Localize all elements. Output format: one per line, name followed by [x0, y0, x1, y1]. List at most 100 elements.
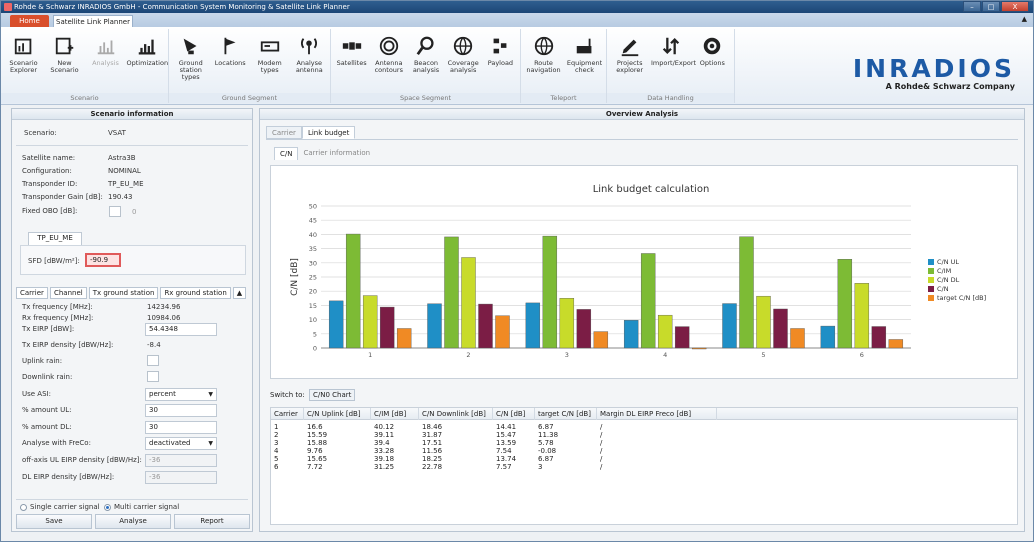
tab-cn[interactable]: C/N — [274, 147, 299, 160]
tab-carrier-information[interactable]: Carrier information — [303, 149, 371, 157]
uplink-rain-checkbox[interactable] — [147, 355, 159, 366]
column-header[interactable]: C/N Downlink [dB] — [419, 408, 493, 420]
antenna-contours-icon — [379, 36, 398, 56]
bar-target-c-n-db- — [888, 339, 904, 349]
pen-button[interactable]: Projects explorer — [610, 31, 650, 74]
analysis-button[interactable]: Analysis — [86, 31, 126, 67]
ribbon-group-teleport: Route navigation Equipment check Teleport — [521, 29, 607, 103]
legend-label: C/IM — [937, 267, 951, 275]
bar-c-n-dl — [854, 283, 870, 349]
carrier-subtabs: Carrier Channel Tx ground station Rx gro… — [16, 287, 247, 299]
y-tick-label: 35 — [309, 245, 317, 253]
tab-link-budget[interactable]: Link budget — [301, 126, 356, 139]
table-cell: 15.65 — [307, 455, 328, 463]
multi-carrier-radio[interactable] — [104, 504, 111, 511]
select-value: deactivated — [149, 439, 191, 447]
tab-tp-eu-me[interactable]: TP_EU_ME — [28, 232, 82, 245]
gear-icon — [704, 37, 721, 55]
scenario-information-panel: Scenario information Scenario: VSAT Sate… — [11, 108, 253, 532]
legend-label: C/N DL — [937, 276, 960, 284]
bar-target-c-n-db- — [790, 328, 805, 349]
scroll-up-icon[interactable]: ▲ — [232, 287, 247, 299]
ribbon-button-label: Modem types — [257, 59, 282, 74]
gear-button[interactable]: Options — [692, 31, 732, 67]
downlink-rain-checkbox[interactable] — [147, 371, 159, 382]
table-cell: -0.08 — [538, 447, 557, 455]
sfd-input[interactable]: -90.9 — [85, 253, 121, 267]
ribbon-button-label: Route navigation — [526, 59, 561, 74]
tab-carrier[interactable]: Carrier — [266, 126, 302, 139]
globe-button[interactable]: Coverage analysis — [443, 31, 483, 74]
y-tick-label: 5 — [313, 330, 317, 338]
carrier-field-input[interactable]: 30 — [145, 421, 217, 434]
modem-button[interactable]: Modem types — [250, 31, 290, 74]
beacon-button[interactable]: Beacon analysis — [406, 31, 446, 74]
carrier-field-label: Rx frequency [MHz]: — [22, 314, 94, 322]
tab-tx-ground-station[interactable]: Tx ground station — [88, 287, 159, 299]
tab-channel[interactable]: Channel — [49, 287, 87, 299]
ground-station-button[interactable]: Ground station types — [171, 31, 211, 81]
report-button[interactable]: Report — [174, 514, 250, 529]
cn0-chart-button[interactable]: C/N0 Chart — [309, 389, 356, 401]
table-cell: 40.12 — [374, 423, 395, 431]
carrier-field-label: Use ASI: — [22, 390, 51, 398]
carrier-field-input[interactable]: -36 — [145, 454, 217, 467]
table-cell: 9.76 — [307, 447, 323, 455]
ribbon-button-label: New Scenario — [50, 59, 79, 74]
carrier-field-input[interactable]: -36 — [145, 471, 217, 484]
freco-select[interactable]: deactivated ▼ — [145, 437, 217, 450]
table-cell: 5.78 — [538, 439, 554, 447]
new-scenario-button[interactable]: New Scenario — [45, 31, 85, 74]
use-asi-select[interactable]: percent ▼ — [145, 388, 217, 401]
minimize-button[interactable]: – — [963, 1, 981, 12]
analyse-button[interactable]: Analyse — [95, 514, 171, 529]
transponder-id-label: Transponder ID: — [22, 180, 78, 188]
carrier-field-input[interactable]: 54.4348 — [145, 323, 217, 336]
column-header[interactable]: target C/N [dB] — [535, 408, 597, 420]
tab-satellite-link-planner[interactable]: Satellite Link Planner — [53, 15, 133, 27]
antenna-contours-button[interactable]: Antenna contours — [369, 31, 409, 74]
column-header[interactable]: Margin DL EIRP Freco [dB] — [597, 408, 717, 420]
column-header[interactable]: Carrier — [271, 408, 304, 420]
y-tick-label: 0 — [313, 345, 317, 353]
import-export-button[interactable]: Import/Export — [651, 31, 696, 67]
column-header[interactable]: C/N Uplink [dB] — [304, 408, 371, 420]
tab-carrier[interactable]: Carrier — [16, 287, 48, 299]
tab-rx-ground-station[interactable]: Rx ground station — [160, 287, 231, 299]
legend-swatch — [928, 286, 934, 292]
bar-c-n-ul — [722, 303, 737, 349]
satellite-name-label: Satellite name: — [22, 154, 76, 162]
close-button[interactable]: X — [1001, 1, 1029, 12]
payload-button[interactable]: Payload — [480, 31, 520, 67]
ribbon-group-ground-segment: Ground station types Locations Modem types… — [169, 29, 331, 103]
y-tick-label: 40 — [309, 231, 317, 239]
tab-home[interactable]: Home — [10, 15, 49, 27]
tx-eirp-density-value: -8.4 — [147, 341, 161, 349]
flag-button[interactable]: Locations — [210, 31, 250, 67]
scenario-explorer-button[interactable]: Scenario Explorer — [4, 31, 44, 74]
antenna-button[interactable]: Analyse antenna — [289, 31, 329, 74]
save-button[interactable]: Save — [16, 514, 92, 529]
modem-icon — [260, 41, 279, 52]
table-cell: / — [600, 423, 603, 431]
optimization-button[interactable]: Optimization — [127, 31, 168, 67]
table-cell: 13.74 — [496, 455, 517, 463]
table-cell: 39.18 — [374, 455, 395, 463]
link-budget-subtabs: C/N Carrier information — [274, 147, 375, 160]
table-cell: 5 — [274, 455, 279, 463]
logo-main: INRADIOS — [852, 54, 1015, 83]
satellite-button[interactable]: Satellites — [332, 31, 372, 67]
chevron-down-icon: ▼ — [208, 440, 213, 447]
analysis-tabs: Carrier Link budget — [266, 126, 356, 139]
route-globe-button[interactable]: Route navigation — [524, 31, 564, 74]
fixed-obo-checkbox[interactable] — [109, 206, 121, 217]
carrier-field-input[interactable]: 30 — [145, 404, 217, 417]
maximize-button[interactable]: □ — [982, 1, 1000, 12]
column-header[interactable]: C/IM [dB] — [371, 408, 419, 420]
beacon-icon — [416, 36, 434, 56]
ribbon-collapse-icon[interactable]: ▲ — [1021, 15, 1027, 23]
single-carrier-radio[interactable] — [20, 504, 27, 511]
equipment-button[interactable]: Equipment check — [565, 31, 605, 74]
column-header[interactable]: C/N [dB] — [493, 408, 535, 420]
